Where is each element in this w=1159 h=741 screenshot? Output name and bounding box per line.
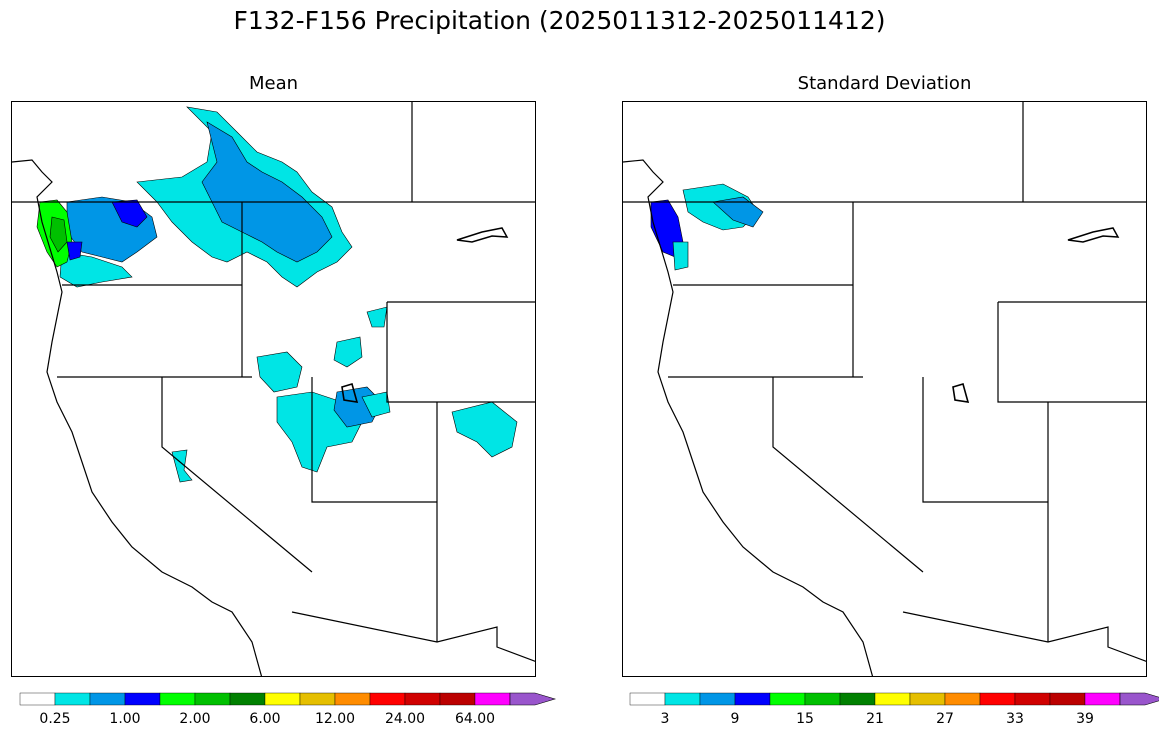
colorbar-segment xyxy=(264,692,301,706)
lake-shape xyxy=(456,227,509,243)
coastline-sd xyxy=(623,159,874,676)
region-wy-cyan xyxy=(361,391,391,418)
colorbar-segment xyxy=(979,692,1016,706)
colorbar-segment xyxy=(439,692,476,706)
colorbar-tick-label: 6.00 xyxy=(249,711,281,727)
region-nv-cyan xyxy=(171,449,193,483)
colorbar-segment xyxy=(334,692,371,706)
colorbar-tick-label: 27 xyxy=(936,711,954,727)
state-wy-sd xyxy=(997,301,1146,403)
colorbar-segment xyxy=(229,692,266,706)
stddev-map xyxy=(622,101,1147,677)
colorbar-segment xyxy=(699,692,736,706)
mean-colorbar-svg xyxy=(19,692,557,706)
colorbar-tick-label: 0.25 xyxy=(39,711,71,727)
stddev-colorbar xyxy=(629,690,1159,706)
colorbar-segment xyxy=(1049,692,1086,706)
state-ut-sd xyxy=(922,377,1048,503)
colorbar-tick-label: 12.00 xyxy=(314,711,356,727)
stddev-boundaries xyxy=(623,102,1146,676)
stddev-colorbar-svg xyxy=(629,692,1159,706)
region-coast-cyan-sd xyxy=(672,241,689,271)
region-co-cyan xyxy=(451,401,518,458)
mean-shaded-regions xyxy=(36,106,518,483)
colorbar-segment xyxy=(124,692,161,706)
stddev-map-svg xyxy=(623,102,1146,676)
mean-map xyxy=(11,101,536,677)
colorbar-segment xyxy=(874,692,911,706)
colorbar-segment xyxy=(369,692,406,706)
colorbar-extend-arrow xyxy=(509,692,557,706)
colorbar-segment xyxy=(909,692,946,706)
region-bc-blue xyxy=(201,121,333,263)
stddev-panel-title: Standard Deviation xyxy=(797,73,972,94)
colorbar-extend-arrow xyxy=(1119,692,1159,706)
colorbar-segment xyxy=(664,692,701,706)
colorbar-segment xyxy=(944,692,981,706)
colorbar-tick-label: 3 xyxy=(660,711,670,727)
region-wa-darkblue xyxy=(111,199,148,228)
colorbar-segment xyxy=(474,692,511,706)
state-wy xyxy=(386,301,535,403)
colorbar-tick-label: 2.00 xyxy=(179,711,211,727)
colorbar-tick-label: 33 xyxy=(1006,711,1024,727)
colorbar-segment xyxy=(769,692,806,706)
mean-map-svg xyxy=(12,102,535,676)
colorbar-tick-label: 1.00 xyxy=(109,711,141,727)
state-az-nm xyxy=(291,502,535,662)
region-mt-cyan xyxy=(366,306,388,328)
state-az-nm-sd xyxy=(902,502,1146,662)
colorbar-segment xyxy=(1084,692,1121,706)
lake-shape-sd xyxy=(1067,227,1120,243)
state-nv-east xyxy=(161,377,313,573)
colorbar-tick-label: 15 xyxy=(796,711,814,727)
region-coast-darkgreen xyxy=(49,216,68,253)
colorbar-tick-label: 39 xyxy=(1076,711,1094,727)
coastline xyxy=(12,159,263,676)
colorbar-segment xyxy=(734,692,771,706)
colorbar-tick-label: 24.00 xyxy=(384,711,426,727)
colorbar-segment xyxy=(629,692,666,706)
region-wa-cyan-sd xyxy=(712,196,764,228)
region-coast-blue xyxy=(66,241,83,261)
great-salt-lake xyxy=(341,382,359,403)
region-wa-cyan xyxy=(59,251,133,288)
mean-panel-title: Mean xyxy=(248,73,299,94)
colorbar-segment xyxy=(299,692,336,706)
colorbar-segment xyxy=(54,692,91,706)
mean-colorbar xyxy=(19,690,557,706)
colorbar-segment xyxy=(804,692,841,706)
colorbar-segment xyxy=(194,692,231,706)
colorbar-segment xyxy=(839,692,876,706)
colorbar-segment xyxy=(404,692,441,706)
stddev-shaded-regions xyxy=(650,183,764,271)
colorbar-tick-label: 9 xyxy=(730,711,740,727)
colorbar-segment xyxy=(159,692,196,706)
colorbar-segment xyxy=(1014,692,1051,706)
colorbar-tick-label: 64.00 xyxy=(454,711,496,727)
state-nv-east-sd xyxy=(772,377,924,573)
colorbar-segment xyxy=(19,692,56,706)
great-salt-lake-sd xyxy=(952,382,970,403)
region-id-cyan2 xyxy=(256,351,303,393)
state-ut xyxy=(311,377,437,503)
figure-title: F132-F156 Precipitation (2025011312-2025… xyxy=(233,6,886,35)
mean-boundaries xyxy=(12,102,535,676)
colorbar-tick-label: 21 xyxy=(866,711,884,727)
colorbar-segment xyxy=(89,692,126,706)
region-id-cyan1 xyxy=(333,336,363,368)
